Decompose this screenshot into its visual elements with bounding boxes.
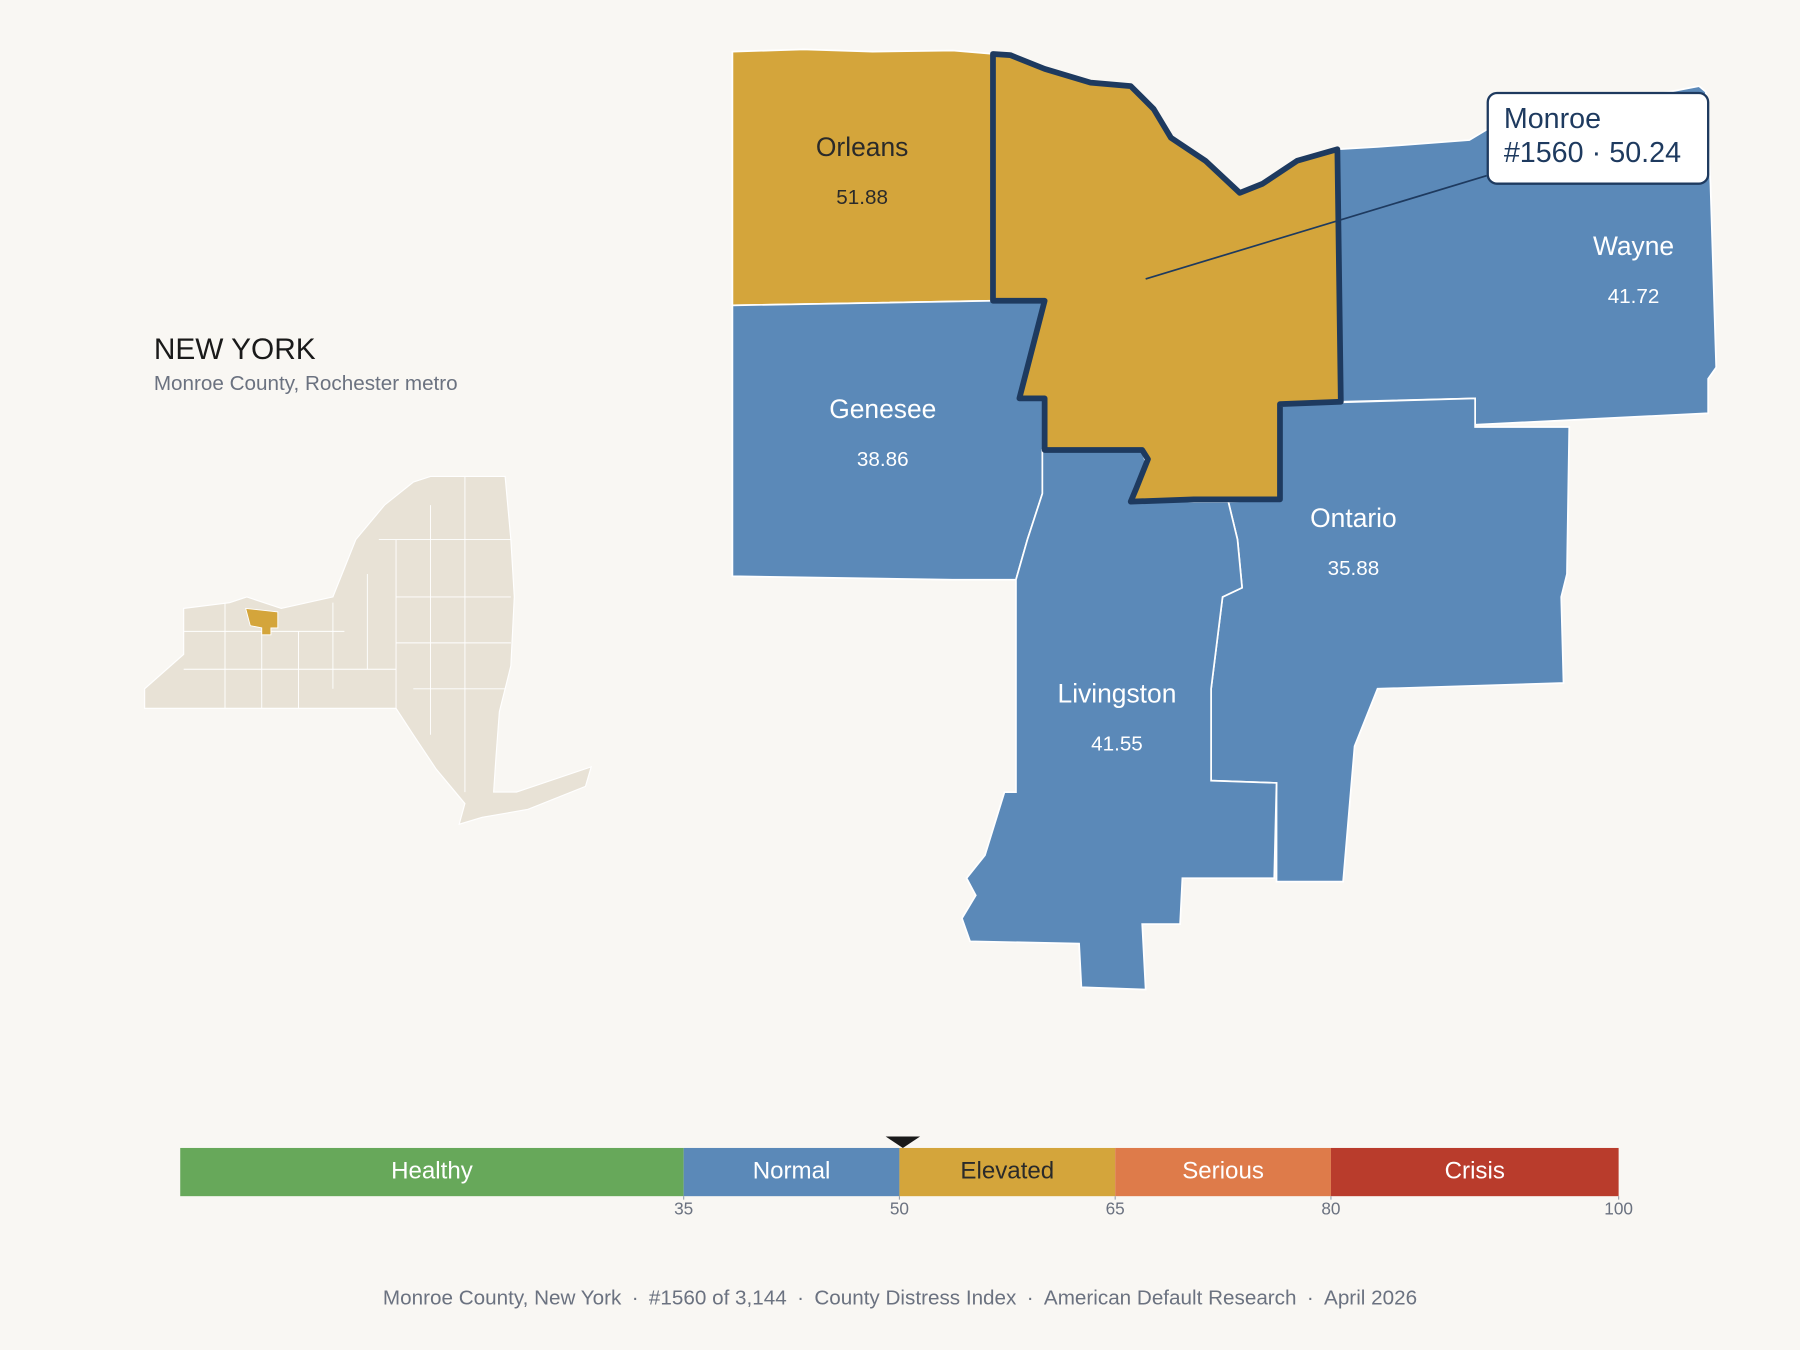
scale-label: Normal [753,1157,831,1184]
inset-highlight [245,607,279,636]
new-york-state [144,475,593,826]
callout-separator: · [1592,136,1602,168]
county-value: 38.86 [857,448,909,471]
scale-marker [885,1136,921,1148]
scale-segment [1115,1147,1331,1197]
scale-tick-label: 100 [1604,1198,1633,1218]
footer-separator: · [1307,1287,1314,1310]
footer-item: #1560 of 3,144 [649,1287,787,1310]
county-name: Genesee [829,394,936,424]
footer-item: County Distress Index [814,1287,1017,1310]
scale-segment [1330,1147,1619,1197]
scale-tick-label: 80 [1321,1198,1340,1218]
scale-tick-label: 65 [1106,1198,1125,1218]
footer: Monroe County, New York · #1560 of 3,144 · C… [383,1287,1417,1310]
state-inset [144,475,593,826]
footer-item: Monroe County, New York [383,1287,622,1310]
scale-label: Elevated [960,1157,1054,1184]
county-value: 35.88 [1328,557,1380,580]
footer-separator: · [797,1287,804,1310]
county [961,449,1278,991]
county [731,48,994,307]
callout: Monroe #1560 · 50.24 [1145,91,1710,280]
scale-tick-label: 50 [890,1198,909,1218]
county-name: Orleans [816,132,908,162]
footer-item: American Default Research [1044,1287,1297,1310]
footer-separator: · [632,1287,639,1310]
state-title: NEW YORK [154,333,316,366]
callout-box [1486,91,1710,185]
scale-label: Crisis [1445,1157,1505,1184]
county [731,299,1046,581]
callout-name: Monroe [1504,103,1601,135]
footer-item: April 2026 [1324,1287,1417,1310]
county-value: 41.55 [1091,732,1143,755]
scale-label: Healthy [391,1157,473,1184]
county-highlight [990,51,1344,505]
distress-scale: Healthy Normal Elevated Serious Crisis 35 50 65… [180,1136,1633,1218]
scale-tick-label: 35 [674,1198,693,1218]
scale-segment [899,1147,1116,1197]
callout-detail: #1560 · 50.24 [1504,136,1681,168]
scale-label: Serious [1182,1157,1264,1184]
county-name: Ontario [1310,503,1397,533]
county-name: Livingston [1058,679,1177,709]
callout-leader [1145,174,1487,280]
footer-separator: · [1027,1287,1034,1310]
scale-segment [683,1147,900,1197]
scale-segment [180,1147,684,1197]
callout-value: 50.24 [1609,136,1681,168]
counties: Orleans 51.88 Genesee 38.86 Wayne 41.72 Ontari… [731,48,1718,991]
state-subtitle: Monroe County, Rochester metro [154,372,458,395]
county-name: Wayne [1593,231,1674,261]
callout-rank: #1560 [1504,136,1584,168]
county-value: 41.72 [1608,285,1660,308]
county-value: 51.88 [836,186,888,209]
